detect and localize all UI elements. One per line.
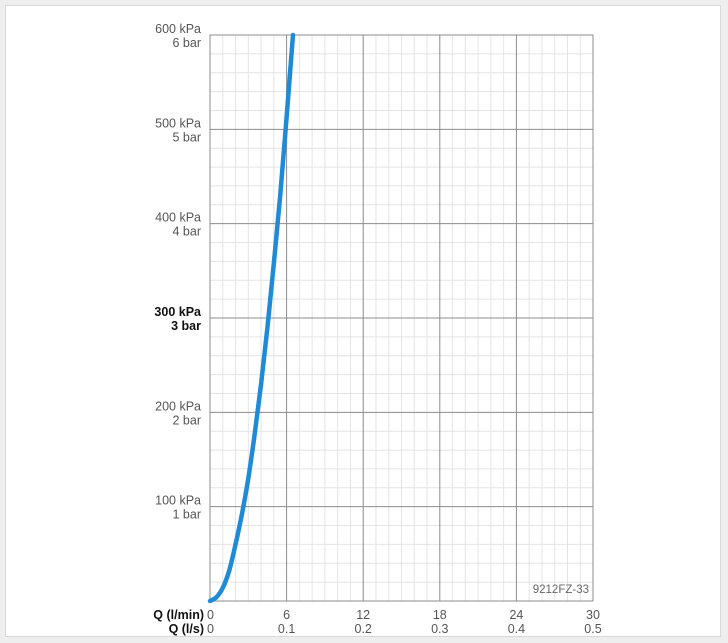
y-tick-label-kpa: 300 kPa bbox=[154, 305, 202, 319]
x-axis-labels: Q (l/min) 0 6 12 18 24 30 Q (l/s) 0 0.1 0.2 0.3 0.4 0… bbox=[153, 608, 601, 636]
x-tick-label: 0.5 bbox=[584, 622, 601, 636]
y-tick-label-bar: 4 bar bbox=[173, 225, 202, 239]
y-tick-label-bar: 5 bar bbox=[173, 130, 202, 144]
x-axis-title: Q (l/min) bbox=[153, 608, 204, 622]
x-tick-label: 18 bbox=[433, 608, 447, 622]
y-tick-label-kpa: 200 kPa bbox=[155, 399, 201, 413]
x-tick-label: 30 bbox=[586, 608, 600, 622]
x-tick-label: 0.4 bbox=[508, 622, 525, 636]
x-tick-label: 0.1 bbox=[278, 622, 295, 636]
y-tick-label-kpa: 400 kPa bbox=[155, 211, 201, 225]
x-tick-label: 0.2 bbox=[355, 622, 372, 636]
x-tick-label: 0.3 bbox=[431, 622, 448, 636]
y-tick-label-kpa: 500 kPa bbox=[155, 116, 201, 130]
series-line bbox=[207, 32, 296, 604]
x-tick-label: 0 bbox=[207, 622, 214, 636]
y-tick-label-bar: 6 bar bbox=[173, 36, 202, 50]
x-axis-title: Q (l/s) bbox=[169, 622, 204, 636]
chart-code-label: 9212FZ-33 bbox=[533, 584, 589, 596]
x-tick-label: 12 bbox=[356, 608, 370, 622]
series-layer bbox=[207, 32, 296, 604]
y-tick-label-bar: 1 bar bbox=[173, 508, 202, 522]
x-tick-label: 6 bbox=[283, 608, 290, 622]
x-tick-label: 24 bbox=[509, 608, 523, 622]
plot-frame bbox=[209, 34, 594, 602]
y-tick-label-bar: 2 bar bbox=[173, 413, 202, 427]
x-tick-label: 0 bbox=[207, 608, 214, 622]
y-tick-label-bar: 3 bar bbox=[171, 319, 201, 333]
y-tick-label-kpa: 600 kPa bbox=[155, 22, 201, 36]
y-tick-label-kpa: 100 kPa bbox=[155, 494, 201, 508]
